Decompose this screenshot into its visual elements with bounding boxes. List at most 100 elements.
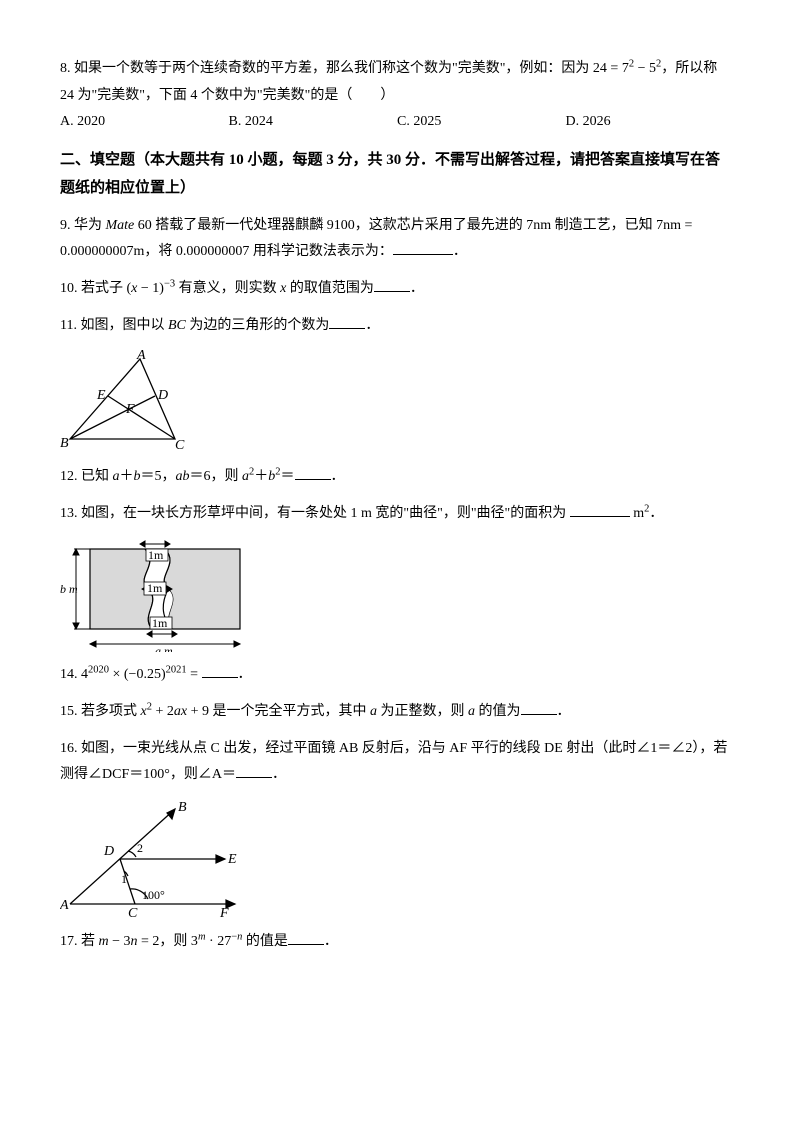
- q12-eq5: ＝5，: [141, 469, 176, 484]
- q17-text-a: 17. 若: [60, 934, 99, 949]
- q12-a: a: [113, 469, 120, 484]
- q14-text-b: × (−0.25): [109, 667, 166, 682]
- q17-n: n: [131, 934, 138, 949]
- question-14: 14. 42020 × (−0.25)2021 = ．: [60, 662, 734, 689]
- label-C: C: [128, 906, 138, 919]
- triangle-diagram: A B C D E F: [60, 349, 210, 454]
- label-1: 1: [121, 872, 127, 886]
- question-15: 15. 若多项式 x2 + 2ax + 9 是一个完全平方式，其中 a 为正整数…: [60, 699, 734, 726]
- q16-figure: A B C D E F 1 2 100°: [60, 799, 734, 919]
- q12-b: b: [134, 469, 141, 484]
- label-deg: 100°: [142, 888, 165, 902]
- q13-blank: [570, 502, 630, 517]
- label-D: D: [157, 388, 168, 403]
- q17-text-d: · 27: [206, 934, 232, 949]
- label-F: F: [125, 402, 135, 417]
- q13-tail: ．: [649, 506, 663, 521]
- q16-blank: [236, 763, 272, 778]
- q10-blank: [374, 277, 410, 292]
- q9-italic: Mate: [106, 218, 135, 233]
- q17-tail: ．: [324, 934, 338, 949]
- q9-text-b: 60 搭载了最新一代处理器麒麟 9100，这款芯片采用了最先进的 7nm 制造工…: [60, 218, 692, 260]
- q11-bc: BC: [168, 318, 186, 333]
- q8-text-b: − 5: [634, 61, 656, 76]
- section-2-heading: 二、填空题（本大题共有 10 小题，每题 3 分，共 30 分．不需写出解答过程…: [60, 146, 734, 203]
- label-1m-mid: 1m: [147, 581, 163, 595]
- question-12: 12. 已知 a＋b＝5，ab＝6，则 a2＋b2＝．: [60, 464, 734, 491]
- q16-text-a: 16. 如图，一束光线从点 C 出发，经过平面镜 AB 反射后，沿与 AF 平行…: [60, 741, 727, 783]
- question-17: 17. 若 m − 3n = 2，则 3m · 27−n 的值是．: [60, 929, 734, 956]
- q17-sup-neg: −n: [231, 931, 242, 942]
- q15-text-c: + 9 是一个完全平方式，其中: [187, 704, 370, 719]
- q10-text-b: − 1): [137, 281, 164, 296]
- q15-a2: a: [468, 704, 475, 719]
- q15-tail: ．: [557, 704, 571, 719]
- label-D: D: [103, 844, 114, 859]
- label-2: 2: [137, 841, 143, 855]
- q15-blank: [521, 700, 557, 715]
- q12-blank: [295, 465, 331, 480]
- q8-choice-b: B. 2024: [229, 109, 398, 136]
- question-9: 9. 华为 Mate 60 搭载了最新一代处理器麒麟 9100，这款芯片采用了最…: [60, 213, 734, 266]
- q11-blank: [329, 314, 365, 329]
- q13-text-a: 13. 如图，在一块长方形草坪中间，有一条处处 1 m 宽的"曲径"，则"曲径"…: [60, 506, 570, 521]
- question-11: 11. 如图，图中以 BC 为边的三角形的个数为 ．: [60, 313, 734, 340]
- q17-text-e: 的值是: [242, 934, 288, 949]
- q14-text-c: =: [187, 667, 202, 682]
- label-F: F: [219, 906, 229, 919]
- q16-tail: ．: [272, 767, 286, 782]
- question-16: 16. 如图，一束光线从点 C 出发，经过平面镜 AB 反射后，沿与 AF 平行…: [60, 736, 734, 789]
- lawn-diagram: 1m 1m 1m a m b m: [60, 537, 250, 652]
- q17-m: m: [99, 934, 109, 949]
- label-B: B: [178, 800, 187, 815]
- q12-text-b: ＝: [281, 469, 295, 484]
- question-8: 8. 如果一个数等于两个连续奇数的平方差，那么我们称这个数为"完美数"，例如：因…: [60, 56, 734, 136]
- q10-text-c: 有意义，则实数: [175, 281, 280, 296]
- q13-figure: 1m 1m 1m a m b m: [60, 537, 734, 652]
- q11-tail: ．: [365, 318, 379, 333]
- q12-text-a: 12. 已知: [60, 469, 113, 484]
- q11-text-a: 11. 如图，图中以: [60, 318, 168, 333]
- label-bm: b m: [60, 582, 78, 596]
- q14-blank: [202, 663, 238, 678]
- q8-choices: A. 2020 B. 2024 C. 2025 D. 2026: [60, 109, 734, 136]
- q14-e2: 2021: [166, 665, 187, 676]
- q8-choice-a: A. 2020: [60, 109, 229, 136]
- q14-e1: 2020: [88, 665, 109, 676]
- question-10: 10. 若式子 (x − 1)−3 有意义，则实数 x 的取值范围为．: [60, 276, 734, 303]
- label-A: A: [60, 898, 69, 913]
- label-E: E: [227, 852, 237, 867]
- q17-blank: [288, 930, 324, 945]
- label-1m-bot: 1m: [152, 616, 168, 630]
- q12-plus: ＋: [120, 469, 134, 484]
- q9-blank: [393, 240, 453, 255]
- q14-tail: ．: [238, 667, 252, 682]
- q13-unit: m: [630, 506, 644, 521]
- q12-plus2: ＋: [254, 469, 268, 484]
- q15-text-e: 的值为: [475, 704, 521, 719]
- q11-text-b: 为边的三角形的个数为: [186, 318, 330, 333]
- q10-text-a: 10. 若式子 (: [60, 281, 131, 296]
- label-1m-top: 1m: [148, 548, 164, 562]
- q17-sup-m: m: [198, 931, 206, 942]
- q15-text-d: 为正整数，则: [377, 704, 468, 719]
- q11-figure: A B C D E F: [60, 349, 734, 454]
- q12-tail: ．: [331, 469, 345, 484]
- q17-text-b: − 3: [109, 934, 131, 949]
- label-A: A: [136, 349, 146, 363]
- label-am: a m: [155, 644, 173, 652]
- mirror-diagram: A B C D E F 1 2 100°: [60, 799, 250, 919]
- q15-a: a: [370, 704, 377, 719]
- q8-choice-c: C. 2025: [397, 109, 566, 136]
- q9-tail: ．: [453, 244, 467, 259]
- q14-text-a: 14. 4: [60, 667, 88, 682]
- q10-exp: −3: [164, 278, 175, 289]
- question-13: 13. 如图，在一块长方形草坪中间，有一条处处 1 m 宽的"曲径"，则"曲径"…: [60, 501, 734, 528]
- q8-choice-d: D. 2026: [566, 109, 735, 136]
- q17-text-c: = 2，则 3: [138, 934, 198, 949]
- label-E: E: [96, 388, 106, 403]
- q10-tail: ．: [410, 281, 424, 296]
- q10-text-d: 的取值范围为: [286, 281, 374, 296]
- label-B: B: [60, 436, 69, 451]
- q15-text-b: + 2: [152, 704, 174, 719]
